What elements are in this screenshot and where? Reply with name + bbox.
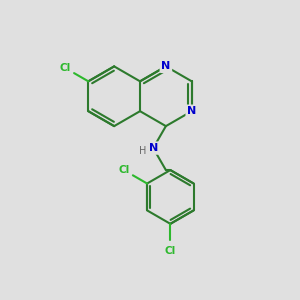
- Text: N: N: [148, 143, 158, 153]
- Text: Cl: Cl: [118, 165, 129, 175]
- Text: Cl: Cl: [165, 246, 176, 256]
- Text: N: N: [187, 106, 196, 116]
- Text: Cl: Cl: [59, 63, 71, 73]
- Text: H: H: [139, 146, 146, 156]
- Text: N: N: [161, 61, 170, 71]
